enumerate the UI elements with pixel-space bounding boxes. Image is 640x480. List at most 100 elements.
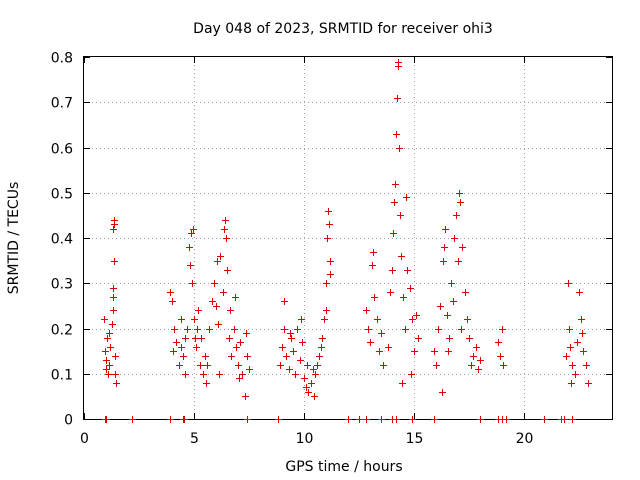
- data-point: [106, 330, 113, 337]
- data-point: [106, 362, 113, 369]
- data-point: [308, 380, 315, 387]
- data-point: [376, 348, 383, 355]
- data-point: [214, 258, 221, 265]
- data-point: [294, 326, 301, 333]
- data-point: [170, 348, 177, 355]
- data-point: [323, 307, 330, 314]
- data-point: [209, 298, 216, 305]
- data-point: [101, 316, 108, 323]
- data-point: [246, 366, 253, 373]
- data-point: [281, 298, 288, 305]
- data-point: [470, 353, 477, 360]
- data-point: [178, 316, 185, 323]
- data-point: [111, 258, 118, 265]
- data-point: [402, 326, 409, 333]
- data-point: [107, 344, 114, 351]
- y-tick-label: 0.7: [51, 96, 73, 112]
- data-point: [167, 289, 174, 296]
- data-point: [394, 95, 401, 102]
- x-axis-label: GPS time / hours: [285, 459, 402, 475]
- data-point: [393, 131, 400, 138]
- data-point: [112, 371, 119, 378]
- data-point: [188, 230, 195, 237]
- data-point: [301, 375, 308, 382]
- data-point: [195, 307, 202, 314]
- data-point: [500, 362, 507, 369]
- data-point: [236, 375, 243, 382]
- data-point: [385, 344, 392, 351]
- data-point: [503, 416, 510, 423]
- data-point: [408, 371, 415, 378]
- data-point: [202, 353, 209, 360]
- data-point: [193, 344, 200, 351]
- data-point: [403, 194, 410, 201]
- data-point: [437, 303, 444, 310]
- data-point: [462, 289, 469, 296]
- data-point: [206, 326, 213, 333]
- data-point: [297, 357, 304, 364]
- data-point: [356, 416, 363, 423]
- data-point: [318, 344, 325, 351]
- y-tick-label: 0.2: [51, 323, 73, 339]
- x-tick-label: 15: [406, 431, 424, 447]
- data-point: [396, 145, 403, 152]
- data-point: [442, 226, 449, 233]
- data-point: [287, 330, 294, 337]
- data-point: [574, 339, 581, 346]
- data-point: [227, 307, 234, 314]
- data-point: [370, 249, 377, 256]
- data-point: [235, 362, 242, 369]
- data-point: [400, 294, 407, 301]
- data-point: [216, 371, 223, 378]
- data-point: [292, 371, 299, 378]
- data-point: [458, 326, 465, 333]
- data-point: [326, 221, 333, 228]
- data-point: [281, 326, 288, 333]
- data-point: [277, 362, 284, 369]
- data-point: [304, 362, 311, 369]
- data-point: [194, 326, 201, 333]
- data-point: [563, 353, 570, 360]
- data-point: [392, 181, 399, 188]
- data-point: [103, 416, 110, 423]
- data-point: [569, 362, 576, 369]
- data-point: [451, 235, 458, 242]
- data-point: [477, 357, 484, 364]
- y-tick-label: 0.8: [51, 51, 73, 67]
- data-point: [404, 267, 411, 274]
- x-tick-label: 5: [190, 431, 199, 447]
- data-point: [113, 380, 120, 387]
- data-point: [567, 344, 574, 351]
- data-point: [391, 199, 398, 206]
- data-point: [440, 258, 447, 265]
- data-point: [275, 416, 282, 423]
- data-point: [197, 362, 204, 369]
- data-point: [221, 226, 228, 233]
- data-point: [279, 344, 286, 351]
- data-point: [311, 393, 318, 400]
- data-point: [395, 59, 402, 66]
- data-point: [220, 289, 227, 296]
- y-tick-label: 0: [64, 413, 73, 429]
- data-point: [244, 353, 251, 360]
- data-point: [192, 335, 199, 342]
- data-point: [369, 262, 376, 269]
- data-point: [569, 416, 576, 423]
- data-point: [457, 199, 464, 206]
- data-point: [459, 244, 466, 251]
- data-point: [103, 357, 110, 364]
- data-point: [171, 326, 178, 333]
- data-point: [475, 366, 482, 373]
- data-point: [497, 353, 504, 360]
- data-point: [583, 362, 590, 369]
- data-point: [399, 380, 406, 387]
- data-point: [327, 258, 334, 265]
- data-point: [387, 289, 394, 296]
- data-point: [244, 416, 251, 423]
- data-point: [103, 366, 110, 373]
- data-point: [305, 389, 312, 396]
- data-point: [415, 335, 422, 342]
- data-point: [398, 253, 405, 260]
- data-point: [441, 244, 448, 251]
- data-point: [102, 348, 109, 355]
